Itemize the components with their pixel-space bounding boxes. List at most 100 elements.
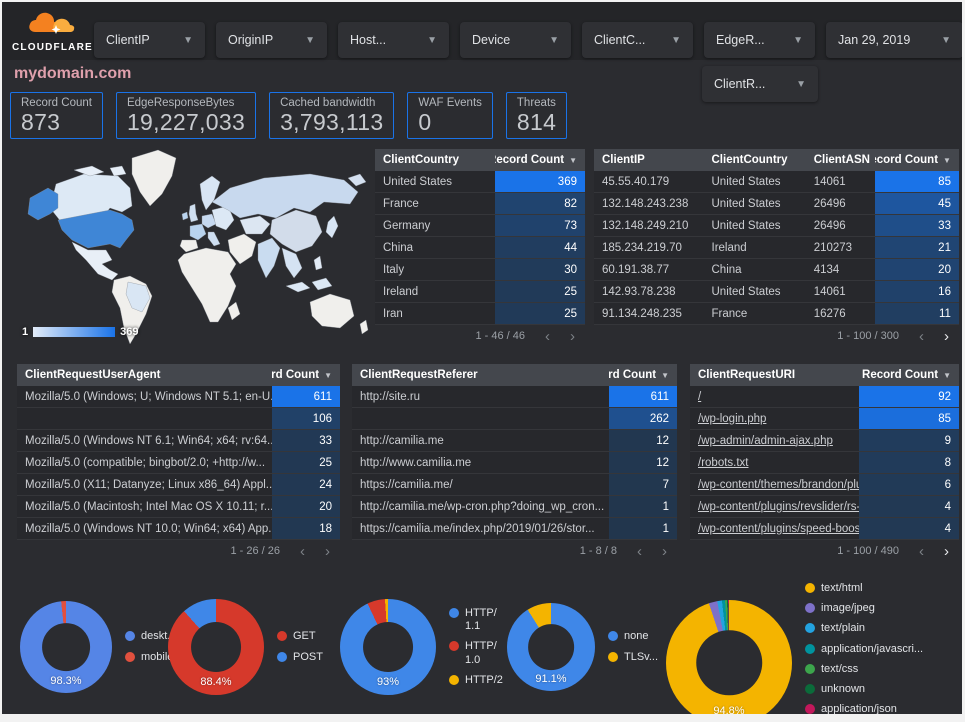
table-row: China 44 (375, 237, 585, 259)
table-row: /robots.txt 8 (690, 452, 959, 474)
scorecard-value: 19,227,033 (126, 109, 246, 135)
table-row: https://camilia.me/7 (352, 474, 677, 496)
table-row: 106 (17, 408, 340, 430)
filter-originip[interactable]: OriginIP ▼ (216, 22, 327, 58)
legend-item: none (608, 630, 658, 643)
column-header[interactable]: Record Count ▼ (859, 369, 959, 381)
sort-arrow-icon: ▼ (324, 370, 332, 380)
column-header-label: ClientCountry (711, 154, 788, 166)
prev-page-icon[interactable]: ‹ (545, 327, 550, 345)
column-header[interactable]: Record Count ▼ (272, 369, 340, 381)
filter-device[interactable]: Device ▼ (460, 22, 571, 58)
table-cell: 44 (494, 237, 585, 258)
table-row: Mozilla/5.0 (Windows; U; Windows NT 5.1;… (17, 386, 340, 408)
table-cell: /wp-login.php (690, 408, 859, 429)
country-spain (179, 239, 199, 253)
country-middle-east (227, 233, 257, 265)
next-page-icon[interactable]: › (662, 542, 667, 560)
column-header-label: Record Count (862, 369, 939, 381)
chevron-down-icon: ▼ (793, 34, 803, 46)
request-uri-table: ClientRequestURI Record Count ▼ / 92/wp-logi… (690, 364, 959, 562)
uri-link[interactable]: / (698, 390, 702, 403)
next-page-icon[interactable]: › (570, 327, 575, 345)
http-method-donut[interactable]: 88.4% (168, 599, 264, 695)
table-cell: Mozilla/5.0 (Windows NT 10.0; Win64; x64… (25, 522, 273, 535)
column-header[interactable]: ClientRequestReferer (352, 369, 609, 381)
country-mexico (71, 241, 119, 281)
legend-label: deskt... (141, 630, 177, 643)
legend-item: deskt... (125, 630, 176, 643)
legend-item: application/json (805, 703, 923, 714)
table-cell: 369 (494, 171, 585, 192)
country-australia (309, 293, 355, 329)
country-africa (177, 247, 237, 323)
table-row: http://www.camilia.me 12 (352, 452, 677, 474)
table-cell: http://camilia.me (360, 434, 444, 447)
table-row: Mozilla/5.0 (compatible; bingbot/2.0; +h… (17, 452, 340, 474)
filter-clientc[interactable]: ClientC... ▼ (582, 22, 693, 58)
filter-edger[interactable]: EdgeR... ▼ (704, 22, 815, 58)
column-header[interactable]: ClientASN (806, 154, 875, 166)
table-row: /wp-admin/admin-ajax.php 9 (690, 430, 959, 452)
table-header-row: ClientRequestUserAgent Record Count ▼ (17, 364, 340, 386)
table-cell: 11 (875, 303, 959, 324)
column-header[interactable]: Record Count ▼ (609, 369, 677, 381)
date-range-filter[interactable]: Jan 29, 2019 ▼ (826, 22, 962, 58)
column-header[interactable]: ClientIP (594, 154, 704, 166)
prev-page-icon[interactable]: ‹ (300, 542, 305, 560)
world-map-chart[interactable]: 1 369 (14, 148, 372, 346)
chart-legend: HTTP/1.1 HTTP/1.0 HTTP/2 (449, 607, 509, 687)
table-row: /wp-login.php 85 (690, 408, 959, 430)
scorecard-label: Record Count (21, 97, 92, 109)
device-type-donut[interactable]: 98.3% (20, 601, 112, 693)
world-map[interactable] (14, 148, 372, 346)
column-header[interactable]: ClientRequestURI (690, 369, 859, 381)
filter-clientrequest[interactable]: ClientR... ▼ (702, 66, 818, 102)
table-cell: 33 (272, 430, 340, 451)
uri-link[interactable]: /wp-content/plugins/speed-booste... (698, 522, 860, 535)
table-cell: 25 (494, 303, 585, 324)
table-cell: 4 (859, 518, 959, 539)
legend-item: text/css (805, 663, 923, 676)
donut-hole (42, 623, 90, 671)
column-header[interactable]: ClientCountry (704, 154, 806, 166)
table-row: 60.191.38.77 China 4134 20 (594, 259, 959, 281)
table-row: Iran 25 (375, 303, 585, 325)
donut-hole (363, 622, 413, 672)
table-row: http://camilia.me/wp-cron.php?doing_wp_c… (352, 496, 677, 518)
column-header[interactable]: ClientRequestUserAgent (17, 369, 272, 381)
table-cell: Mozilla/5.0 (Windows NT 6.1; Win64; x64;… (25, 434, 273, 447)
chart-legend: none TLSv... (608, 630, 658, 663)
prev-page-icon[interactable]: ‹ (919, 542, 924, 560)
table-cell: 262 (608, 408, 677, 429)
scorecard-cached-bandwidth: Cached bandwidth 3,793,113 (269, 92, 395, 139)
legend-dot-icon (805, 704, 815, 714)
column-header[interactable]: Record Count ▼ (495, 154, 585, 166)
next-page-icon[interactable]: › (944, 542, 949, 560)
uri-link[interactable]: /wp-content/plugins/revslider/rs-p... (698, 500, 860, 513)
next-page-icon[interactable]: › (325, 542, 330, 560)
prev-page-icon[interactable]: ‹ (637, 542, 642, 560)
uri-link[interactable]: /wp-content/themes/brandon/plu... (698, 478, 860, 491)
prev-page-icon[interactable]: ‹ (919, 327, 924, 345)
country-scandinavia (199, 175, 221, 211)
next-page-icon[interactable]: › (944, 327, 949, 345)
uri-link[interactable]: /robots.txt (698, 456, 749, 469)
http-protocol-donut[interactable]: 93% (340, 599, 436, 695)
uri-link[interactable]: /wp-admin/admin-ajax.php (698, 434, 833, 447)
legend-item: image/jpeg (805, 602, 923, 615)
uri-link[interactable]: /wp-login.php (698, 412, 767, 425)
table-cell: 1 (608, 496, 677, 517)
filter-clientip[interactable]: ClientIP ▼ (94, 22, 205, 58)
table-header-row: ClientIP ClientCountry ClientASN Record Cou… (594, 149, 959, 171)
column-header[interactable]: Record Count ▼ (875, 154, 959, 166)
column-header-label: ClientASN (813, 154, 870, 166)
table-row: Mozilla/5.0 (Macintosh; Intel Mac OS X 1… (17, 496, 340, 518)
tls-version-donut[interactable]: 91.1% (507, 603, 595, 691)
column-header[interactable]: ClientCountry (375, 154, 495, 166)
content-type-donut[interactable]: 94.8% (666, 599, 792, 714)
country-central-asia (239, 215, 271, 235)
filter-host[interactable]: Host... ▼ (338, 22, 449, 58)
table-cell: Italy (383, 263, 405, 276)
user-agent-table: ClientRequestUserAgent Record Count ▼ Mozil… (17, 364, 340, 562)
